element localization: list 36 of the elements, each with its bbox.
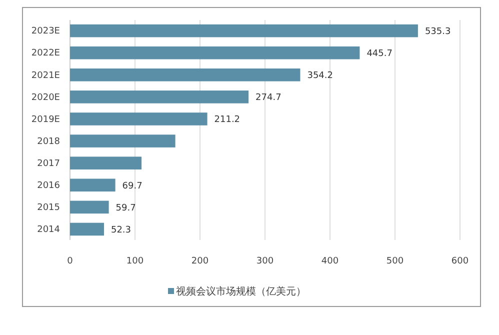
x-tick-label: 300: [256, 256, 274, 266]
y-tick-label: 2015: [37, 203, 60, 214]
y-tick-label: 2016: [37, 180, 60, 191]
y-tick-label: 2017: [37, 158, 60, 169]
x-tick-label: 0: [67, 256, 74, 266]
data-label: 59.7: [116, 203, 136, 214]
y-tick-label: 2019E: [31, 114, 60, 125]
bar: [70, 200, 109, 214]
y-tick-label: 2022E: [31, 48, 60, 59]
data-label: 211.2: [214, 115, 240, 126]
x-tick-label: 400: [321, 256, 339, 266]
data-label: 354.2: [307, 71, 333, 82]
y-tick-label: 2020E: [31, 92, 60, 103]
bar: [70, 90, 249, 104]
bar: [70, 178, 116, 192]
bar: [70, 222, 104, 236]
x-tick-label: 500: [386, 256, 404, 266]
y-tick-label: 2018: [37, 136, 60, 147]
x-tick-label: 200: [191, 256, 209, 266]
bar: [70, 112, 208, 126]
data-label: 69.7: [122, 181, 142, 192]
y-tick-label: 2023E: [31, 26, 60, 37]
y-tick-label: 2014: [37, 225, 60, 236]
data-label: 445.7: [366, 48, 392, 59]
bar: [70, 156, 142, 170]
x-tick-label: 600: [451, 256, 469, 266]
bar: [70, 46, 360, 60]
bar: [70, 134, 176, 148]
legend-label: 视频会议市场规模（亿美元）: [176, 286, 306, 298]
y-tick-label: 2021E: [31, 70, 60, 81]
data-label: 274.7: [256, 93, 282, 104]
bar: [70, 68, 300, 82]
bar: [70, 24, 418, 38]
x-tick-label: 100: [126, 256, 144, 266]
data-label: 52.3: [110, 225, 132, 236]
data-label: 535.3: [424, 26, 451, 37]
